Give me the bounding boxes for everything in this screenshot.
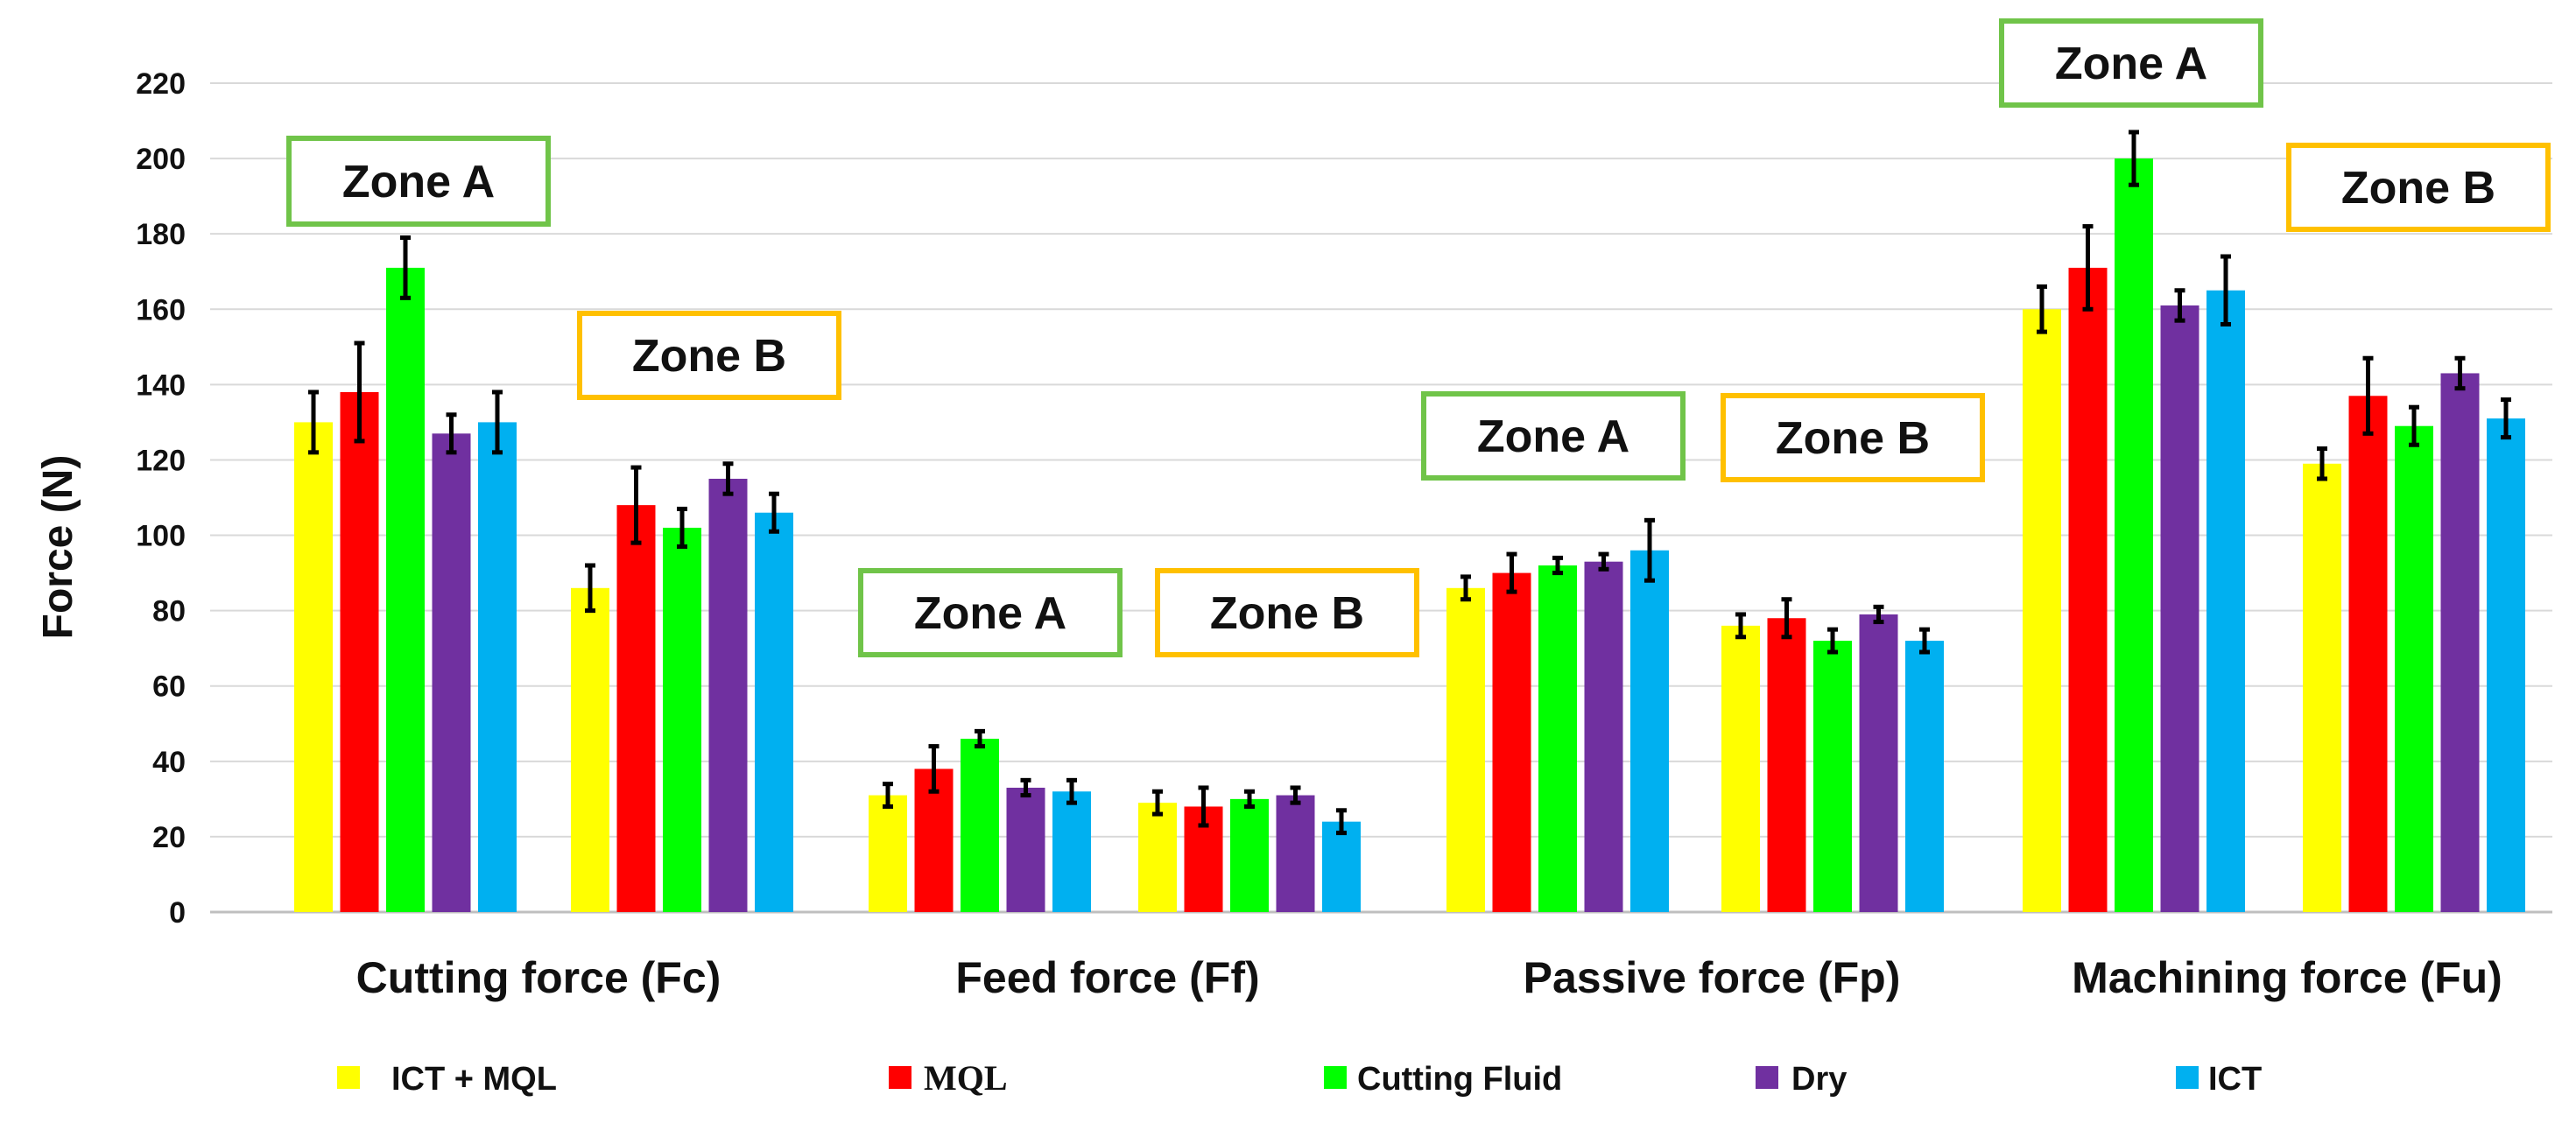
y-tick-label: 180: [136, 218, 186, 251]
bar: [1813, 641, 1852, 912]
bar: [961, 738, 999, 912]
bar: [2303, 463, 2341, 912]
y-tick-label: 60: [152, 670, 186, 704]
zone-label: Zone B: [1210, 588, 1364, 639]
bar: [1492, 572, 1531, 912]
bar: [294, 422, 333, 913]
y-tick-label: 20: [152, 821, 186, 854]
zone-label: Zone A: [342, 157, 495, 207]
bar: [340, 391, 379, 912]
bar: [2440, 373, 2480, 912]
group-label: Passive force (Fp): [1524, 953, 1901, 1002]
group-labels: Cutting force (Fc) Feed force (Ff) Passive…: [356, 953, 2502, 1002]
legend-swatch: [337, 1066, 360, 1089]
bar: [1630, 550, 1669, 912]
legend-label: MQL: [924, 1058, 1008, 1098]
y-axis-ticks: 0 20 40 60 80 100 120 140 160 180 200 220: [136, 67, 186, 930]
legend-label: ICT + MQL: [391, 1061, 557, 1098]
bar: [571, 587, 609, 912]
bar: [755, 512, 793, 912]
bar: [616, 505, 656, 912]
bar: [432, 433, 471, 912]
legend-label: Cutting Fluid: [1357, 1061, 1562, 1098]
zone-box: [1155, 568, 1419, 657]
bar: [2160, 305, 2199, 913]
bar: [869, 795, 907, 912]
bar: [1138, 803, 1177, 912]
y-tick-label: 140: [136, 368, 186, 402]
bar: [1446, 587, 1485, 912]
bar: [2115, 158, 2153, 912]
legend-label: Dry: [1791, 1061, 1847, 1098]
y-tick-label: 40: [152, 746, 186, 779]
bar: [2023, 309, 2061, 913]
bar: [1006, 787, 1045, 912]
bar: [708, 478, 748, 912]
zone-box: [1421, 391, 1686, 481]
group-label: Cutting force (Fc): [356, 953, 721, 1002]
y-tick-label: 0: [169, 896, 186, 930]
y-tick-label: 160: [136, 293, 186, 326]
zone-boxes: Zone A Zone B Zone A Zone B Zone A Zone B Zone…: [286, 18, 2551, 657]
legend-swatch: [1756, 1066, 1778, 1089]
bar: [1905, 641, 1944, 912]
y-tick-label: 80: [152, 595, 186, 628]
bar: [1230, 798, 1269, 912]
bar: [1276, 795, 1315, 912]
bar: [1859, 614, 1898, 912]
bar: [1767, 618, 1806, 912]
bar: [478, 422, 517, 913]
group-label: Machining force (Fu): [2072, 953, 2502, 1002]
y-tick-label: 200: [136, 143, 186, 176]
zone-label: Zone A: [2055, 39, 2207, 89]
zone-box: [858, 568, 1123, 657]
zone-label: Zone B: [2341, 163, 2495, 214]
bar: [2395, 425, 2433, 912]
bars-layer: [294, 130, 2525, 913]
bar: [663, 527, 701, 912]
y-tick-label: 120: [136, 444, 186, 477]
bar: [1322, 821, 1361, 912]
bar: [1721, 625, 1760, 912]
zone-box: [286, 136, 551, 227]
bar: [1584, 561, 1623, 912]
zone-box: [1721, 393, 1985, 482]
zone-box: [2286, 143, 2551, 232]
bar: [2068, 267, 2108, 912]
legend-swatch: [889, 1066, 911, 1089]
bar: [1052, 791, 1091, 912]
bar: [2348, 396, 2388, 912]
zone-box: [1999, 18, 2263, 108]
zone-box: [577, 311, 841, 400]
y-axis-label: Force (N): [35, 455, 81, 640]
zone-label: Zone A: [1477, 411, 1629, 462]
zone-label: Zone B: [1776, 413, 1930, 464]
bar: [2487, 418, 2525, 912]
zone-label: Zone A: [914, 588, 1066, 639]
y-tick-label: 220: [136, 67, 186, 101]
legend-swatch: [2176, 1066, 2199, 1089]
bar: [1538, 565, 1577, 912]
bar: [386, 267, 425, 912]
legend-swatch: [1324, 1066, 1347, 1089]
bar: [2206, 290, 2245, 912]
group-label: Feed force (Ff): [955, 953, 1259, 1002]
gridlines: [210, 82, 2552, 914]
zone-label: Zone B: [632, 331, 786, 382]
legend-label: ICT: [2208, 1061, 2262, 1098]
y-tick-label: 100: [136, 520, 186, 553]
legend: ICT + MQL MQL Cutting Fluid Dry ICT: [337, 1058, 2262, 1098]
